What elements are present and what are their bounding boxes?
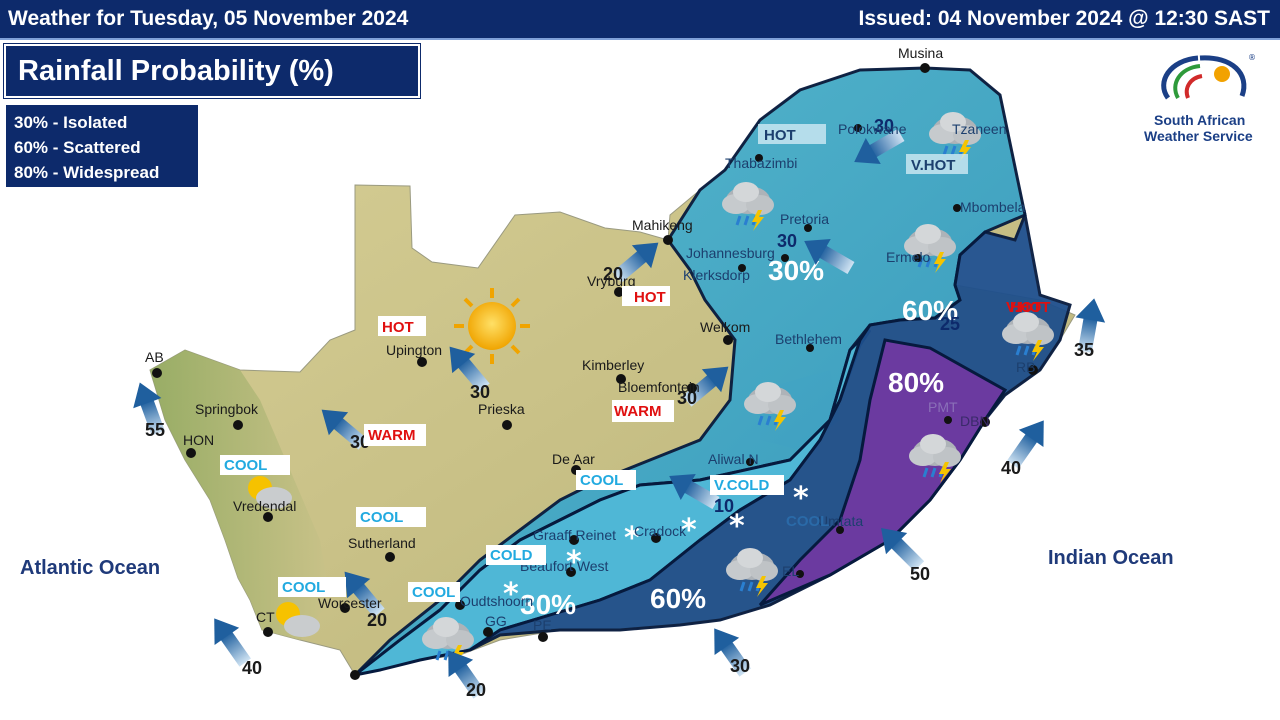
- town-label: Oudtshoorn: [460, 593, 533, 609]
- wind-speed: 20: [367, 610, 387, 630]
- town-label: Tzaneen: [952, 121, 1006, 137]
- probability-legend: 30% - Isolated 60% - Scattered 80% - Wid…: [4, 103, 200, 189]
- wind-speed: 20: [466, 680, 486, 700]
- town-label: Mbombela: [960, 199, 1026, 215]
- town-label: Vredendal: [233, 498, 296, 514]
- town-label: Musina: [898, 45, 943, 61]
- sunny-icon: [454, 288, 530, 364]
- logo-line-2: Weather Service: [1144, 128, 1253, 144]
- wind-speed: 30: [677, 388, 697, 408]
- forecast-date-title: Weather for Tuesday, 05 November 2024: [8, 7, 409, 30]
- temp-tag: HOT: [764, 127, 796, 144]
- temp-tag: HOT: [1010, 299, 1042, 316]
- snow-symbol: *: [503, 577, 519, 612]
- zone-80-label: 80%: [888, 367, 944, 398]
- wind-speed: 30: [730, 656, 750, 676]
- town-label: Ermelo: [886, 249, 931, 265]
- wind-speed: 35: [1074, 340, 1094, 360]
- zone-60-east-label: 60%: [902, 295, 958, 326]
- wind-speed: 50: [910, 564, 930, 584]
- saws-logo: ® South African Weather Service: [1140, 50, 1276, 150]
- issued-timestamp: Issued: 04 November 2024 @ 12:30 SAST: [858, 7, 1271, 30]
- town-label: Klerksdorp: [683, 267, 750, 283]
- logo-line-1: South African: [1154, 112, 1246, 128]
- temp-tag: COOL: [580, 472, 623, 489]
- wind-speed: 30: [470, 382, 490, 402]
- temp-tag: COLD: [490, 547, 533, 564]
- temp-tag: V.COLD: [714, 477, 769, 494]
- wind-speed: 40: [242, 658, 262, 678]
- temp-tag: V.HOT: [911, 157, 955, 174]
- town-label: Prieska: [478, 401, 525, 417]
- town-label: Johannesburg: [686, 245, 775, 261]
- town-label: Mahikeng: [632, 217, 693, 233]
- zone-80: [758, 338, 1008, 607]
- town-label: PE: [533, 617, 552, 633]
- zone-60-south-label: 60%: [650, 583, 706, 614]
- town-label: Graaff Reinet: [533, 527, 616, 543]
- temp-tag: COOL: [786, 513, 829, 530]
- town-label: Springbok: [195, 401, 259, 417]
- header-bar: Weather for Tuesday, 05 November 2024 Is…: [0, 0, 1280, 40]
- temp-tag: HOT: [382, 319, 414, 336]
- registered-mark: ®: [1248, 53, 1256, 62]
- wind-speed: 30: [874, 116, 894, 136]
- legend-item-widespread: 80% - Widespread: [14, 163, 160, 182]
- town-label: Umtata: [818, 513, 863, 529]
- temp-tag: COOL: [282, 579, 325, 596]
- snow-symbol: *: [793, 481, 809, 516]
- legend-item-isolated: 30% - Isolated: [14, 113, 128, 132]
- town-label: Cradock: [634, 523, 687, 539]
- map-title-box: Rainfall Probability (%): [3, 43, 421, 99]
- western-cape-vegetation: [150, 350, 330, 640]
- town-label: Kimberley: [582, 357, 644, 373]
- saws-emblem-icon: ®: [1161, 53, 1256, 100]
- town-label: Bethlehem: [775, 331, 842, 347]
- wind-speed: 10: [714, 496, 734, 516]
- wind-speed: 30: [777, 231, 797, 251]
- town-label: GG: [485, 613, 507, 629]
- wind-speed: 25: [940, 314, 960, 334]
- town-label: AB: [145, 349, 164, 365]
- partly-cloudy-icon: [276, 602, 320, 637]
- snow-symbol: *: [729, 509, 745, 544]
- snow-symbol: *: [624, 521, 640, 556]
- temp-tag: COOL: [224, 457, 267, 474]
- temp-tag: V.HOT: [1006, 299, 1050, 316]
- town-label: Thabazimbi: [725, 155, 797, 171]
- town-label: Pretoria: [780, 211, 829, 227]
- temp-tag: COOL: [360, 509, 403, 526]
- town-label: EL: [782, 563, 799, 579]
- map-title: Rainfall Probability (%): [18, 55, 334, 87]
- town-label: Polokwane: [838, 121, 907, 137]
- partly-cloudy-icon: [248, 476, 292, 509]
- town-label: Bloemfontein: [618, 379, 700, 395]
- town-label: Welkom: [700, 319, 750, 335]
- indian-ocean-label: Indian Ocean: [1048, 547, 1174, 569]
- town-label: DBN: [960, 413, 990, 429]
- temp-tag: WARM: [614, 403, 662, 420]
- town-label: Worcester: [318, 595, 382, 611]
- temp-tag: HOT: [634, 289, 666, 306]
- zone-30-south-label: 30%: [520, 589, 576, 620]
- temp-tag: COOL: [412, 584, 455, 601]
- town-label: Vryburg: [587, 273, 636, 289]
- town-label: PMT: [928, 399, 958, 415]
- snow-symbol: *: [681, 513, 697, 548]
- wind-speed: 40: [1001, 458, 1021, 478]
- town-label: HON: [183, 432, 214, 448]
- town-label: De Aar: [552, 451, 595, 467]
- town-label: Aliwal N: [708, 451, 759, 467]
- town-label: RB: [1016, 359, 1035, 375]
- temp-tag: WARM: [368, 427, 416, 444]
- wind-speed: 55: [145, 420, 165, 440]
- wind-speed: 20: [603, 264, 623, 284]
- atlantic-ocean-label: Atlantic Ocean: [20, 557, 161, 579]
- town-label: Sutherland: [348, 535, 416, 551]
- legend-item-scattered: 60% - Scattered: [14, 138, 141, 157]
- town-label: CT: [256, 609, 275, 625]
- town-label: Upington: [386, 342, 442, 358]
